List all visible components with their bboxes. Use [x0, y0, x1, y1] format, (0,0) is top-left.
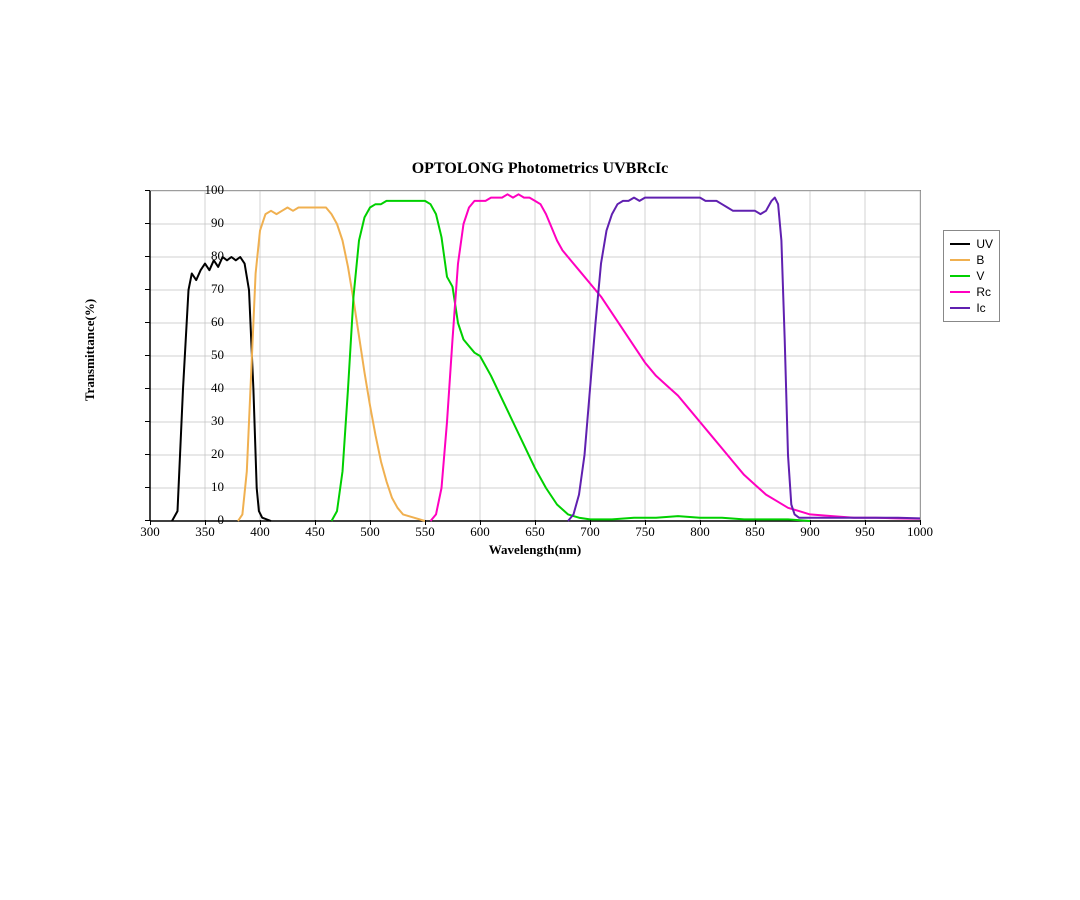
xtick-mark — [425, 520, 426, 525]
xtick-label: 800 — [680, 524, 720, 540]
xtick-label: 600 — [460, 524, 500, 540]
xtick-label: 300 — [130, 524, 170, 540]
xtick-label: 750 — [625, 524, 665, 540]
legend-label: UV — [976, 237, 993, 251]
xtick-mark — [370, 520, 371, 525]
xtick-label: 700 — [570, 524, 610, 540]
ytick-label: 30 — [184, 413, 224, 429]
xtick-mark — [590, 520, 591, 525]
ytick-label: 100 — [184, 182, 224, 198]
xtick-label: 400 — [240, 524, 280, 540]
ytick-label: 70 — [184, 281, 224, 297]
ytick-label: 10 — [184, 479, 224, 495]
xtick-label: 550 — [405, 524, 445, 540]
legend-label: Rc — [976, 285, 991, 299]
legend: UV BV Rc Ic — [943, 230, 1000, 322]
legend-item-Ic: Ic — [950, 301, 993, 315]
xtick-label: 950 — [845, 524, 885, 540]
legend-label: V — [976, 269, 984, 283]
xtick-label: 450 — [295, 524, 335, 540]
legend-swatch — [950, 243, 970, 245]
legend-label: Ic — [976, 301, 985, 315]
y-axis-title: Transmittance(%) — [82, 299, 98, 401]
ytick-mark — [145, 223, 150, 224]
xtick-mark — [920, 520, 921, 525]
legend-item-UV: UV — [950, 237, 993, 251]
xtick-label: 350 — [185, 524, 225, 540]
ytick-mark — [145, 487, 150, 488]
xtick-mark — [480, 520, 481, 525]
ytick-mark — [145, 289, 150, 290]
xtick-mark — [315, 520, 316, 525]
ytick-mark — [145, 322, 150, 323]
xtick-label: 1000 — [900, 524, 940, 540]
xtick-label: 650 — [515, 524, 555, 540]
ytick-label: 50 — [184, 347, 224, 363]
plot-area — [150, 190, 921, 521]
xtick-mark — [205, 520, 206, 525]
legend-item-Rc: Rc — [950, 285, 993, 299]
ytick-label: 20 — [184, 446, 224, 462]
ytick-mark — [145, 454, 150, 455]
xtick-mark — [260, 520, 261, 525]
legend-swatch — [950, 291, 970, 293]
chart-title: OPTOLONG Photometrics UVBRcIc — [80, 160, 1000, 178]
xtick-mark — [810, 520, 811, 525]
ytick-mark — [145, 355, 150, 356]
xtick-mark — [535, 520, 536, 525]
ytick-mark — [145, 388, 150, 389]
xtick-mark — [755, 520, 756, 525]
ytick-mark — [145, 190, 150, 191]
series-Ic — [568, 198, 920, 521]
xtick-label: 900 — [790, 524, 830, 540]
xtick-label: 850 — [735, 524, 775, 540]
chart-container: OPTOLONG Photometrics UVBRcIc Transmitta… — [80, 180, 1000, 600]
series-B — [238, 208, 425, 522]
ytick-label: 90 — [184, 215, 224, 231]
ytick-label: 80 — [184, 248, 224, 264]
ytick-label: 60 — [184, 314, 224, 330]
plot-svg — [150, 191, 920, 521]
xtick-mark — [150, 520, 151, 525]
legend-swatch — [950, 259, 970, 261]
ytick-label: 40 — [184, 380, 224, 396]
xtick-label: 500 — [350, 524, 390, 540]
legend-item-B: B — [950, 253, 993, 267]
legend-swatch — [950, 275, 970, 277]
legend-item-V: V — [950, 269, 993, 283]
legend-swatch — [950, 307, 970, 309]
series-Rc — [431, 194, 921, 521]
series-V — [332, 201, 811, 521]
ytick-mark — [145, 256, 150, 257]
xtick-mark — [865, 520, 866, 525]
ytick-mark — [145, 421, 150, 422]
legend-label: B — [976, 253, 984, 267]
x-axis-title: Wavelength(nm) — [489, 542, 581, 558]
xtick-mark — [700, 520, 701, 525]
xtick-mark — [645, 520, 646, 525]
